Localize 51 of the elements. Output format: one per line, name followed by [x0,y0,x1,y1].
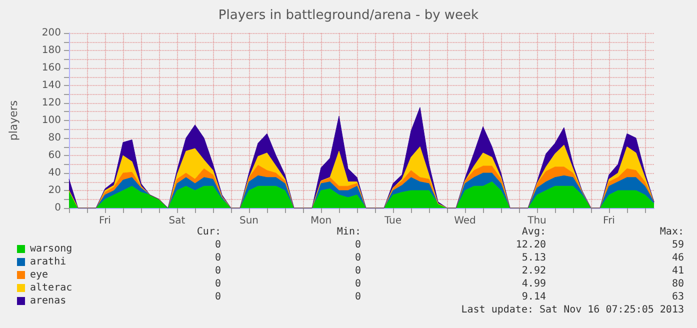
legend-label: warsong [30,244,72,254]
text: Last update: Sat Nov 16 07:25:05 2013 [461,304,684,316]
text: Min: [336,226,361,238]
text: 0 [354,292,361,302]
text: 5.13 [522,252,546,264]
y-tick-label: 80 [48,132,61,144]
y-tick-label: 180 [42,45,61,56]
y-tick-label: 0 [54,202,61,214]
y-tick-label: 60 [48,150,61,161]
x-tick-label: Wed [454,216,476,226]
legend-label: arathi [30,256,66,268]
x-tick-label: Tue [383,216,402,226]
x-tick-label: Mon [310,216,332,226]
y-tick-label: 40 [48,168,61,178]
text: 0 [354,266,361,276]
text: 0 [214,240,221,250]
text: 0 [214,292,221,302]
text: Avg: [522,226,546,238]
chart-title: Players in battleground/arena - by week [218,8,480,23]
y-tick-label: 160 [42,62,61,74]
x-tick-label: Fri [99,216,111,226]
text: 63 [672,292,684,302]
text: 0 [214,278,221,290]
text: 9.14 [522,292,546,302]
y-tick-label: 20 [48,185,61,196]
x-tick-label: Sun [239,216,259,226]
x-tick-label: Sat [168,216,186,226]
x-tick-label: Thu [526,216,546,226]
x-tick-label: Fri [603,216,615,226]
text: 80 [672,278,684,290]
y-tick-label: 140 [42,80,61,91]
text: 0 [354,252,361,264]
text: 59 [672,240,684,250]
y-tick-label: 200 [42,28,61,38]
text: 0 [214,252,221,264]
text: 0 [214,266,221,276]
legend-label: arenas [30,296,66,306]
text: 46 [672,252,684,264]
text: 12.20 [516,240,546,250]
text: 41 [672,266,684,276]
y-tick-label: 100 [42,115,61,126]
text: 2.92 [522,266,546,276]
text: Max: [660,226,684,238]
legend-label: eye [30,270,48,280]
legend-label: alterac [30,282,72,294]
text: Cur: [196,226,221,238]
text: 4.99 [522,278,546,290]
text: 0 [354,278,361,290]
text: 0 [354,240,361,250]
y-tick-label: 120 [42,98,61,108]
y-axis-title: players [7,100,20,141]
